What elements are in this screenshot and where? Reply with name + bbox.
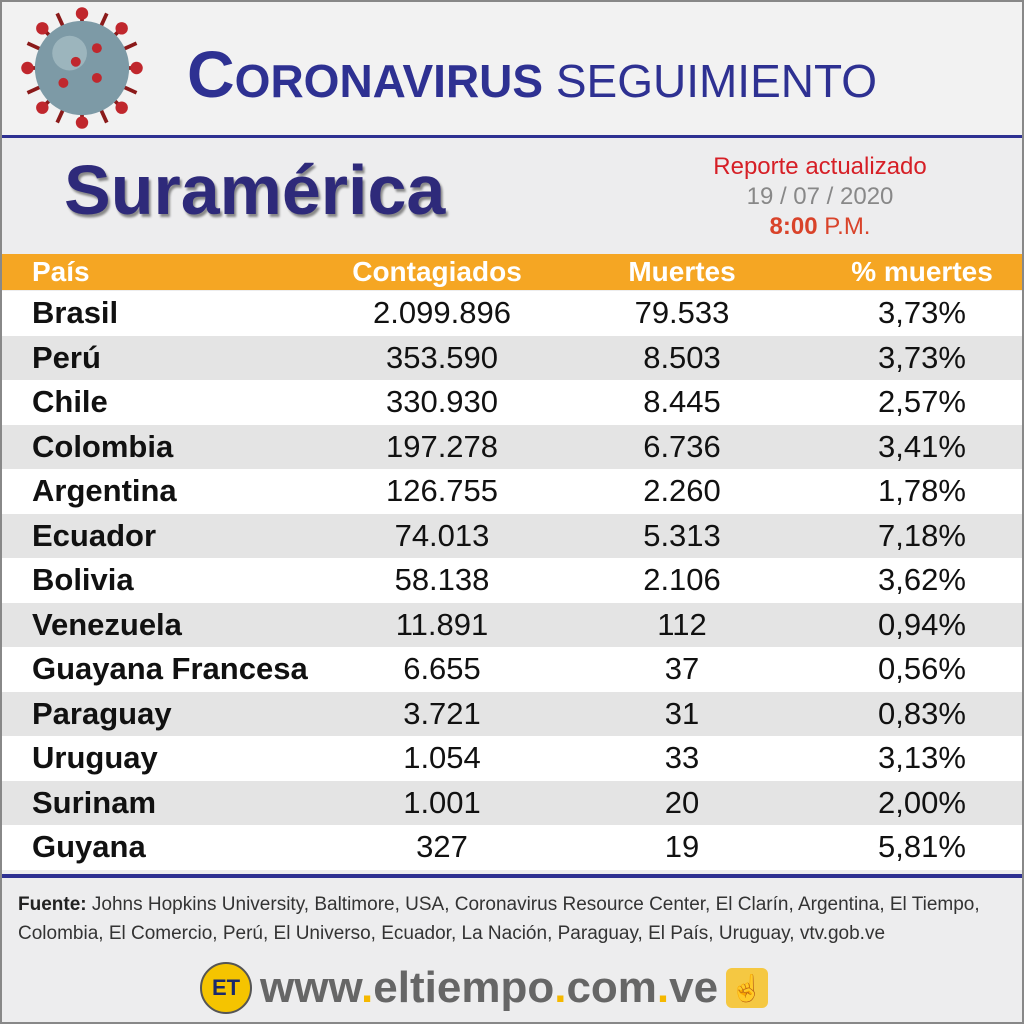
column-header: % muertes: [851, 256, 993, 287]
deaths-cell: 20: [664, 784, 700, 820]
region-title: Suramérica: [64, 151, 446, 229]
table-row: Surinam 1.001 20 2,00%: [2, 780, 1022, 825]
country-cell: Paraguay: [32, 695, 172, 731]
cases-cell: 197.278: [385, 428, 499, 464]
report-info: Reporte actualizado 19 / 07 / 2020 8:00 …: [692, 152, 948, 242]
deaths-cell: 79.533: [634, 295, 730, 331]
source-note: Fuente: Johns Hopkins University, Baltim…: [18, 894, 980, 944]
cases-cell: 353.590: [385, 339, 499, 375]
table-row: Ecuador 74.013 5.313 7,18%: [2, 513, 1022, 558]
death-rate-cell: 3,13%: [878, 740, 966, 776]
report-date: 19 / 07 / 2020: [746, 183, 894, 210]
country-cell: Bolivia: [32, 562, 134, 598]
table-row: Guayana Francesa 6.655 37 0,56%: [2, 647, 1022, 692]
death-rate-cell: 3,41%: [878, 428, 966, 464]
table-row: Venezuela 11.891 112 0,94%: [2, 602, 1022, 647]
cases-cell: 3.721: [403, 695, 481, 731]
deaths-cell: 31: [664, 695, 700, 731]
deaths-cell: 112: [657, 606, 707, 642]
table-row: Chile 330.930 8.445 2,57%: [2, 380, 1022, 425]
table-row: Uruguay 1.054 33 3,13%: [2, 736, 1022, 781]
column-header: Contagiados: [352, 256, 522, 287]
deaths-cell: 8.445: [643, 384, 721, 420]
death-rate-cell: 3,73%: [878, 339, 966, 375]
death-rate-cell: 0,56%: [878, 651, 966, 687]
cases-cell: 74.013: [394, 517, 490, 553]
divider: [2, 874, 1022, 878]
footer: ET www.eltiempo.com.ve ☝: [200, 962, 769, 1014]
table-body: Brasil 2.099.896 79.533 3,73% Perú 353.590 8.5…: [2, 291, 1022, 870]
death-rate-cell: 7,18%: [878, 517, 966, 553]
country-cell: Surinam: [32, 784, 157, 820]
coronavirus-icon: [21, 7, 143, 129]
country-cell: Argentina: [32, 473, 177, 509]
table-row: Colombia 197.278 6.736 3,41%: [2, 424, 1022, 469]
table-row: Guyana 327 19 5,81%: [2, 825, 1022, 870]
column-header: País: [32, 256, 90, 287]
table-row: Bolivia 58.138 2.106 3,62%: [2, 558, 1022, 603]
deaths-cell: 19: [664, 829, 700, 865]
deaths-cell: 8.503: [643, 339, 721, 375]
death-rate-cell: 2,57%: [878, 384, 966, 420]
deaths-cell: 33: [664, 740, 700, 776]
deaths-cell: 2.106: [643, 562, 721, 598]
death-rate-cell: 1,78%: [878, 473, 966, 509]
country-cell: Venezuela: [32, 606, 182, 642]
table-row: Paraguay 3.721 31 0,83%: [2, 691, 1022, 736]
death-rate-cell: 0,94%: [878, 606, 966, 642]
table-row: Argentina 126.755 2.260 1,78%: [2, 469, 1022, 514]
country-cell: Brasil: [32, 295, 119, 331]
cases-cell: 6.655: [403, 651, 481, 687]
country-cell: Uruguay: [32, 740, 158, 776]
cases-cell: 330.930: [385, 384, 499, 420]
cases-cell: 327: [416, 829, 468, 865]
deaths-cell: 5.313: [643, 517, 721, 553]
cases-cell: 126.755: [385, 473, 499, 509]
cases-cell: 58.138: [394, 562, 490, 598]
column-header: Muertes: [628, 256, 736, 287]
report-label: Reporte actualizado: [713, 153, 927, 180]
page-title: CORONAVIRUS SEGUIMIENTO: [187, 37, 878, 111]
country-cell: Chile: [32, 384, 108, 420]
country-cell: Colombia: [32, 428, 174, 464]
hand-click-icon: ☝: [726, 968, 769, 1008]
country-cell: Ecuador: [32, 517, 157, 553]
table-row: Brasil 2.099.896 79.533 3,73%: [2, 291, 1022, 336]
cases-cell: 1.054: [403, 740, 481, 776]
deaths-cell: 37: [664, 651, 700, 687]
death-rate-cell: 5,81%: [878, 829, 966, 865]
death-rate-cell: 3,62%: [878, 562, 966, 598]
country-cell: Guayana Francesa: [32, 651, 308, 687]
table-row: Perú 353.590 8.503 3,73%: [2, 335, 1022, 380]
country-cell: Guyana: [32, 829, 146, 865]
el-tiempo-logo: ET: [200, 962, 252, 1014]
deaths-cell: 6.736: [643, 428, 721, 464]
death-rate-cell: 3,73%: [878, 295, 966, 331]
table-header: País Contagiados Muertes % muertes: [2, 254, 1022, 290]
death-rate-cell: 2,00%: [878, 784, 966, 820]
cases-cell: 1.001: [403, 784, 481, 820]
cases-cell: 11.891: [395, 606, 489, 642]
header-banner: CORONAVIRUS SEGUIMIENTO: [2, 2, 1022, 138]
country-cell: Perú: [32, 339, 101, 375]
cases-cell: 2.099.896: [373, 295, 511, 331]
death-rate-cell: 0,83%: [878, 695, 966, 731]
website-link[interactable]: www.eltiempo.com.ve: [260, 963, 719, 1012]
deaths-cell: 2.260: [643, 473, 721, 509]
report-time: 8:00 P.M.: [769, 213, 871, 240]
